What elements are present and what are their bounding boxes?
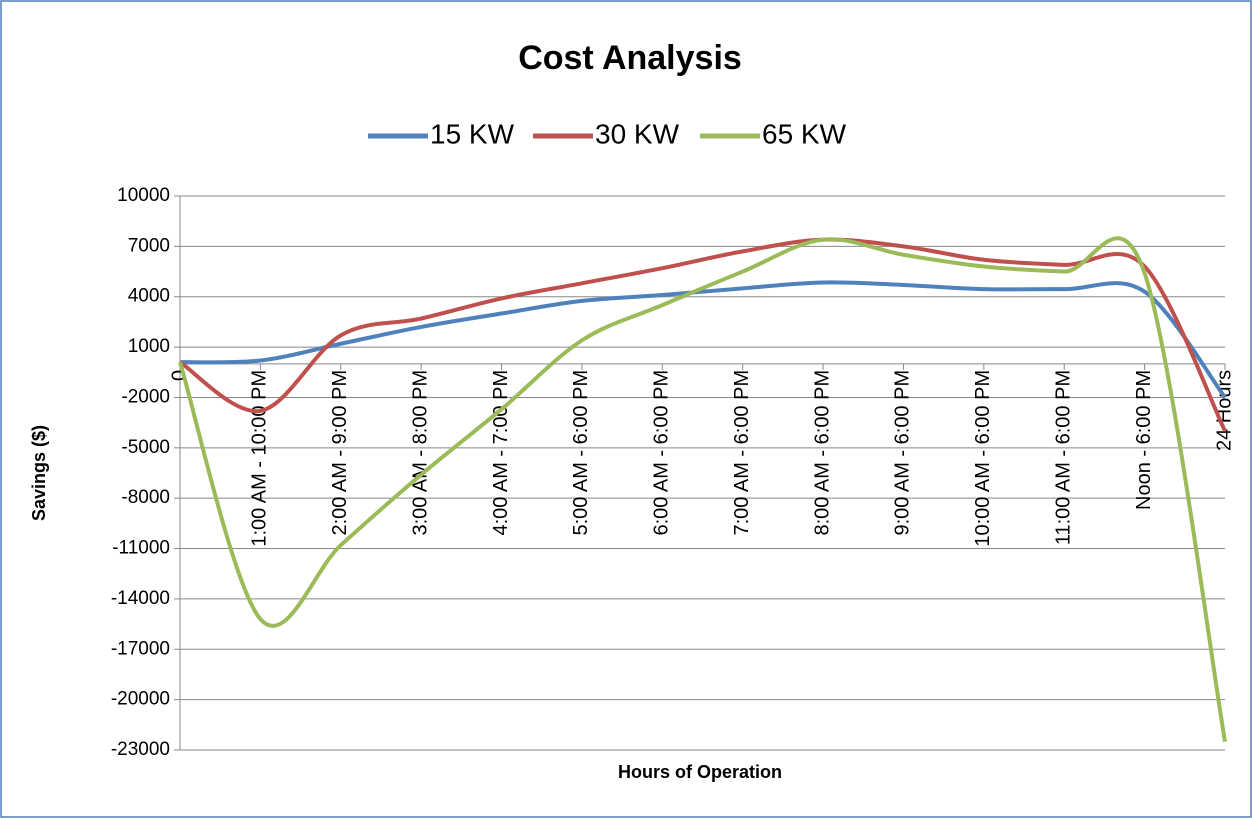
x-tick-label: Noon - 6:00 PM	[1133, 370, 1155, 510]
y-tick-label: -20000	[111, 689, 170, 710]
x-tick-label: 4:00 AM - 7:00 PM	[490, 370, 512, 536]
y-tick-label: -17000	[111, 638, 170, 659]
x-tick-label: 10:00 AM - 6:00 PM	[972, 370, 994, 547]
y-tick-label: 4000	[128, 286, 170, 307]
x-tick-label: 1:00 AM - 10:00 PM	[249, 370, 271, 547]
x-tick-label: 2:00 AM - 9:00 PM	[329, 370, 351, 536]
x-tick-label: 9:00 AM - 6:00 PM	[892, 370, 914, 536]
y-tick-label: 10000	[117, 185, 170, 206]
x-tick-label: 5:00 AM - 6:00 PM	[570, 370, 592, 536]
y-tick-label: -5000	[121, 437, 170, 458]
x-tick-label: 3:00 AM - 8:00 PM	[409, 370, 431, 536]
y-tick-label: 7000	[128, 235, 170, 256]
x-tick-label: 8:00 AM - 6:00 PM	[811, 370, 833, 536]
y-axis-title: Savings ($)	[29, 425, 49, 521]
x-tick-label: 6:00 AM - 6:00 PM	[651, 370, 673, 536]
line-series	[179, 280, 1227, 399]
x-tick-label: 7:00 AM - 6:00 PM	[731, 370, 753, 536]
y-tick-label: 1000	[128, 336, 170, 357]
legend-label: 65 KW	[762, 118, 847, 149]
y-tick-label: -2000	[121, 386, 170, 407]
y-tick-label: -23000	[111, 739, 170, 760]
legend-label: 30 KW	[595, 118, 680, 149]
y-tick-label: -14000	[111, 588, 170, 609]
chart-title: Cost Analysis	[518, 39, 742, 77]
x-axis-title: Hours of Operation	[618, 762, 782, 782]
x-tick-label: 0	[168, 370, 190, 381]
x-tick-label: 11:00 AM - 6:00 PM	[1053, 370, 1075, 545]
y-tick-label: -8000	[121, 487, 170, 508]
line-series	[178, 236, 1227, 742]
y-tick-label: -11000	[112, 538, 170, 559]
line-series	[178, 237, 1227, 432]
legend-label: 15 KW	[430, 118, 515, 149]
